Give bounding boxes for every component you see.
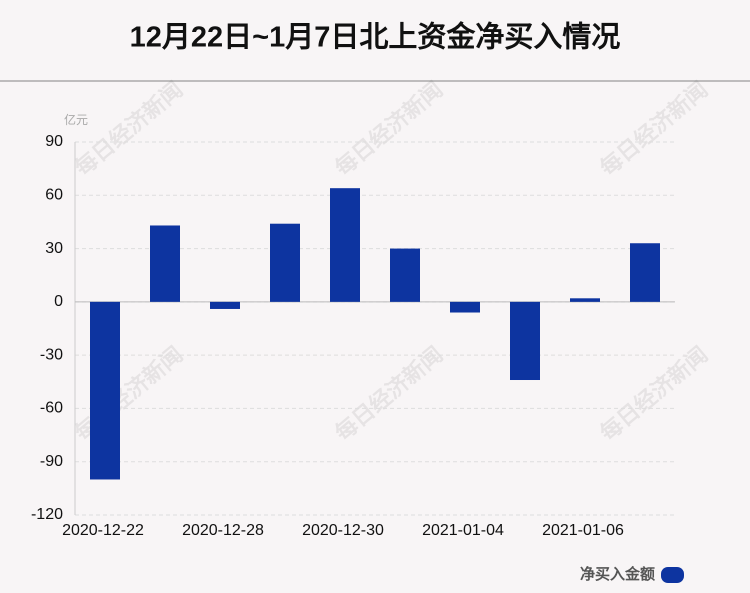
x-tick-label: 2020-12-30 [302, 522, 384, 539]
x-tick-label: 2021-01-04 [422, 522, 504, 539]
y-unit: 亿元 [64, 112, 88, 127]
chart-title: 12月22日~1月7日北上资金净买入情况 [130, 20, 621, 54]
y-tick-label: 0 [54, 293, 63, 310]
bar [270, 223, 300, 302]
bar [90, 301, 120, 480]
legend-label: 净买入金额 [580, 565, 655, 583]
bar [210, 301, 240, 309]
bar [390, 248, 420, 302]
bar [570, 298, 600, 302]
y-tick-label: -90 [40, 453, 63, 470]
y-tick-label: -60 [40, 400, 63, 417]
y-tick-label: 90 [45, 133, 63, 150]
bar [150, 225, 180, 302]
y-tick-label: -120 [31, 506, 63, 523]
x-tick-label: 2020-12-22 [62, 522, 144, 539]
y-tick-label: 60 [45, 187, 63, 204]
y-tick-label: -30 [40, 346, 63, 363]
y-tick-label: 30 [45, 240, 63, 257]
bar [330, 188, 360, 302]
bar [450, 301, 480, 313]
bar [630, 243, 660, 302]
bar [510, 301, 540, 381]
legend-swatch [661, 567, 684, 583]
x-tick-label: 2020-12-28 [182, 522, 264, 539]
x-tick-label: 2021-01-06 [542, 522, 624, 539]
